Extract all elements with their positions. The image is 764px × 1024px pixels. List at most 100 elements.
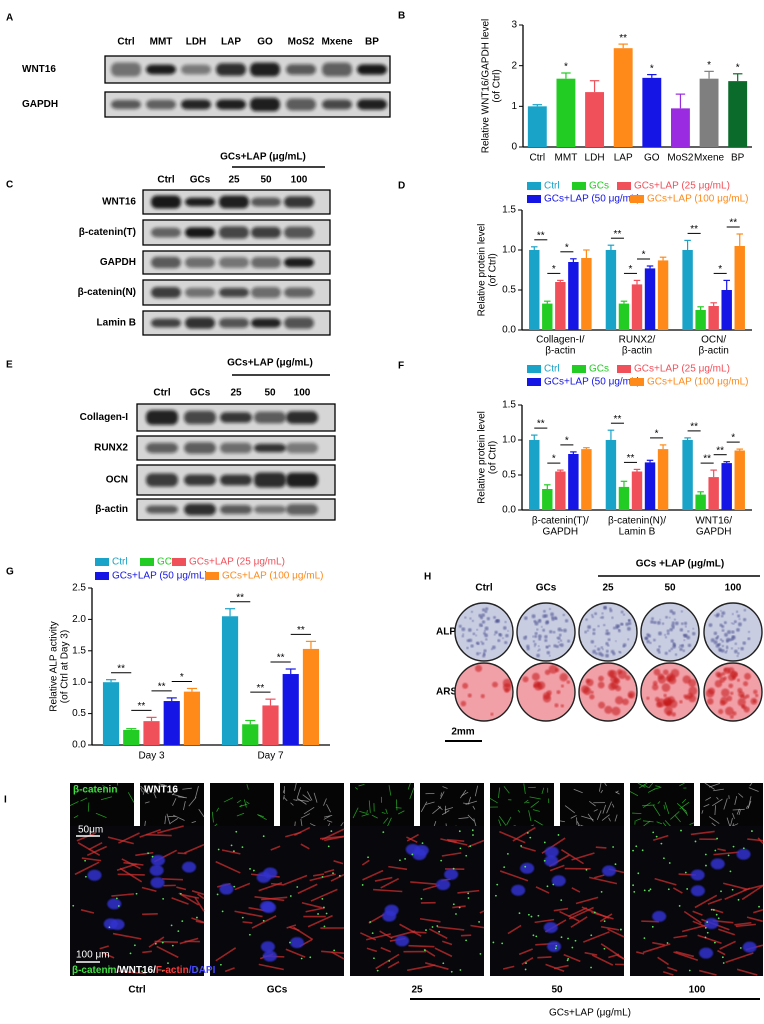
stain-spot xyxy=(684,633,688,638)
actin-fiber xyxy=(725,952,754,964)
beta-catenin-dot xyxy=(590,934,593,937)
stain-spot xyxy=(486,616,491,621)
y-tick-label: 0.5 xyxy=(72,708,86,719)
cell-fiber xyxy=(474,785,479,797)
y-axis-label: Relative protein level xyxy=(477,411,488,504)
beta-catenin-dot xyxy=(557,834,560,836)
cell-fiber xyxy=(703,804,710,808)
cell-fiber xyxy=(293,799,298,801)
cell-fiber xyxy=(140,787,143,793)
error-bar xyxy=(557,279,564,282)
beta-catenin-dot xyxy=(614,863,617,866)
nucleus xyxy=(699,947,714,959)
x-tick-label: Lamin B xyxy=(619,527,656,538)
legend-label: GCs xyxy=(589,181,609,192)
nucleus xyxy=(150,854,165,866)
cell-fiber xyxy=(708,816,720,824)
panel-label: C xyxy=(6,180,13,191)
stain-spot xyxy=(658,631,662,636)
beta-catenin-dot xyxy=(567,958,570,960)
bar xyxy=(242,724,259,745)
stain-spot xyxy=(673,618,676,621)
lane-label: GO xyxy=(257,37,273,48)
legend-swatch xyxy=(205,572,219,580)
bar xyxy=(556,78,576,147)
x-tick-label: MMT xyxy=(555,153,578,164)
actin-fiber xyxy=(699,969,717,976)
stain-spot xyxy=(680,622,684,625)
actin-fiber xyxy=(373,888,403,893)
bar xyxy=(262,705,279,745)
bar xyxy=(721,290,732,330)
significance: ** xyxy=(619,33,627,44)
stain-spot xyxy=(668,649,671,653)
error-bar xyxy=(607,429,615,440)
cell-fiber xyxy=(425,801,435,805)
cell-fiber xyxy=(142,784,147,795)
stain-spot xyxy=(679,644,682,647)
stain-spot xyxy=(672,642,677,647)
stain-spot xyxy=(544,638,548,643)
stain-spot xyxy=(618,650,621,654)
stain-spot xyxy=(687,643,692,648)
panel-label: D xyxy=(398,181,405,192)
stain-spot xyxy=(743,706,750,713)
stain-spot xyxy=(538,637,542,641)
cell-fiber xyxy=(300,818,303,828)
actin-fiber xyxy=(171,897,189,905)
stain-spot xyxy=(669,627,673,632)
cell-fiber xyxy=(437,805,443,811)
beta-catenin-dot xyxy=(526,832,529,834)
legend-swatch xyxy=(572,365,586,373)
legend-label: GCs+LAP (25 μg/mL) xyxy=(189,557,285,568)
blot-band xyxy=(185,227,215,238)
stain-spot xyxy=(601,648,604,651)
legend-swatch xyxy=(617,182,631,190)
stain-spot xyxy=(626,626,631,631)
actin-fiber xyxy=(112,932,142,940)
blot-row-label: Collagen-I xyxy=(80,412,129,423)
actin-fiber xyxy=(692,910,703,916)
beta-catenin-dot xyxy=(637,872,640,875)
error-bar xyxy=(647,74,657,78)
bar xyxy=(695,310,706,330)
stain-spot xyxy=(536,653,540,658)
nucleus xyxy=(543,922,558,934)
blot-band xyxy=(151,318,181,328)
bar xyxy=(631,284,643,330)
error-bar xyxy=(531,434,538,440)
actin-fiber xyxy=(194,896,205,912)
stain-spot xyxy=(721,639,724,643)
significance: * xyxy=(718,264,722,275)
lane-label: BP xyxy=(365,37,379,48)
significance: ** xyxy=(117,663,125,674)
stain-spot xyxy=(721,645,725,648)
cell-fiber xyxy=(386,817,392,827)
actin-fiber xyxy=(608,953,620,959)
significance: ** xyxy=(716,445,724,456)
actin-fiber xyxy=(441,852,462,857)
x-tick-label: GAPDH xyxy=(696,527,732,538)
stain-spot xyxy=(534,632,538,636)
bar xyxy=(618,486,630,510)
actin-fiber xyxy=(119,867,143,883)
error-bar xyxy=(710,469,717,478)
stain-spot xyxy=(585,618,588,621)
beta-catenin-dot xyxy=(688,969,691,972)
x-tick-label: β-catenin(N)/ xyxy=(608,516,666,527)
stain-spot xyxy=(670,647,674,651)
blot-band xyxy=(181,64,211,75)
actin-fiber xyxy=(535,886,550,894)
cell-fiber xyxy=(191,821,196,824)
cell-fiber xyxy=(701,810,704,814)
error-bar xyxy=(633,468,641,472)
cell-fiber xyxy=(749,782,753,787)
stain-spot xyxy=(723,621,727,625)
actin-fiber xyxy=(297,883,318,895)
merge-legend-part: F-actin xyxy=(156,965,189,976)
actin-fiber xyxy=(99,945,109,950)
stain-spot xyxy=(603,624,606,627)
nucleus xyxy=(690,869,705,881)
nucleus xyxy=(704,918,719,930)
stain-spot xyxy=(472,632,476,636)
